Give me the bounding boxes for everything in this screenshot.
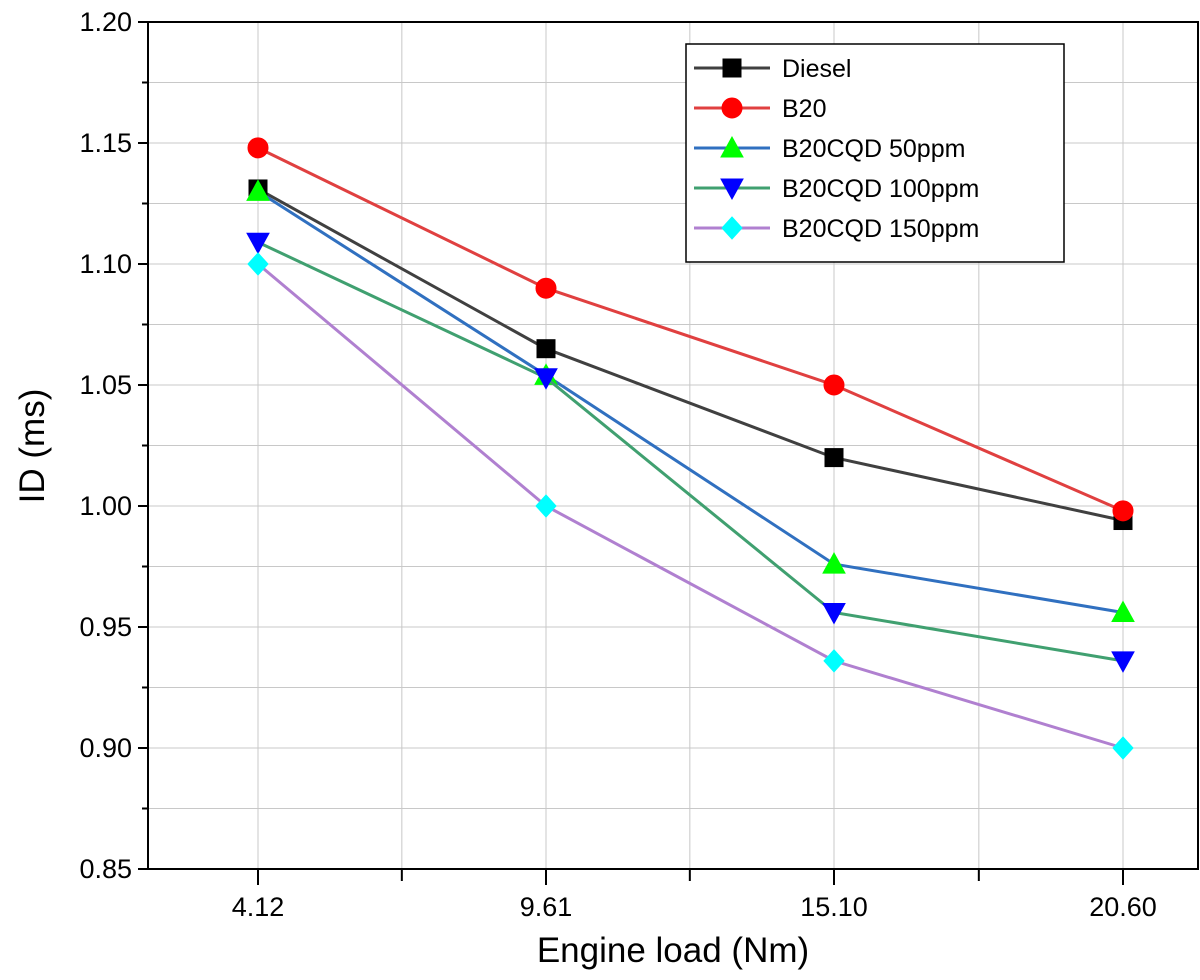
data-point	[824, 448, 844, 468]
legend-box	[685, 43, 1065, 263]
y-axis-title: ID (ms)	[13, 389, 52, 504]
legend-item: B20CQD 150ppm	[694, 215, 979, 243]
y-tick-label: 1.10	[79, 249, 132, 279]
legend-item: B20	[694, 95, 826, 123]
data-point	[1111, 651, 1135, 673]
data-point	[823, 649, 845, 673]
series-line	[257, 190, 1124, 614]
y-tick-label: 0.85	[79, 854, 132, 884]
series-group	[246, 137, 1135, 760]
legend-label: Diesel	[782, 55, 851, 83]
x-tick-labels: 4.12 9.61 15.10 20.60	[232, 892, 1157, 922]
y-tick-labels: 0.85 0.90 0.95 1.00 1.05 1.10 1.15 1.20	[79, 7, 132, 884]
x-tick-label: 15.10	[800, 892, 868, 922]
series-line	[257, 146, 1124, 513]
legend-label: B20	[782, 95, 826, 123]
y-tick-label: 1.05	[79, 370, 132, 400]
legend-item: Diesel	[694, 55, 851, 83]
data-point	[822, 552, 846, 574]
data-point	[246, 232, 270, 255]
data-point	[247, 252, 269, 276]
data-point	[535, 277, 557, 299]
legend-label: B20CQD 150ppm	[782, 215, 979, 243]
series-b20	[247, 137, 1134, 522]
data-point	[535, 494, 557, 518]
y-tick-label: 1.15	[79, 128, 132, 158]
legend: Diesel B20 B20CQD 50ppm B20CQD 100ppm B20CQD…	[685, 43, 1065, 263]
data-point	[536, 339, 556, 359]
axis-ticks	[138, 21, 1124, 885]
data-point	[247, 137, 269, 159]
legend-marker	[722, 58, 742, 78]
y-tick-label: 1.20	[79, 7, 132, 37]
data-point	[1112, 736, 1134, 760]
data-point	[1111, 600, 1135, 622]
y-tick-label: 0.90	[79, 733, 132, 763]
legend-item: B20CQD 100ppm	[694, 175, 979, 203]
data-point	[534, 368, 558, 390]
data-point	[822, 602, 846, 625]
data-point	[823, 374, 845, 396]
x-axis-title: Engine load (Nm)	[537, 931, 809, 970]
x-tick-label: 20.60	[1089, 892, 1157, 922]
legend-label: B20CQD 50ppm	[782, 135, 965, 163]
x-tick-label: 4.12	[232, 892, 285, 922]
x-tick-label: 9.61	[520, 892, 573, 922]
data-point	[246, 179, 270, 201]
series-b20cqd-100ppm	[246, 232, 1135, 673]
legend-marker	[721, 97, 743, 119]
series-line	[257, 262, 1124, 750]
series-line	[257, 187, 1124, 522]
y-tick-label: 1.00	[79, 491, 132, 521]
series-line	[257, 240, 1124, 663]
legend-item: B20CQD 50ppm	[694, 135, 965, 163]
legend-marker	[720, 135, 744, 158]
legend-label: B20CQD 100ppm	[782, 175, 979, 203]
legend-marker	[721, 216, 743, 240]
y-tick-label: 0.95	[79, 612, 132, 642]
data-point	[1112, 500, 1134, 522]
legend-marker	[720, 178, 744, 201]
series-b20cqd-150ppm	[247, 252, 1134, 760]
